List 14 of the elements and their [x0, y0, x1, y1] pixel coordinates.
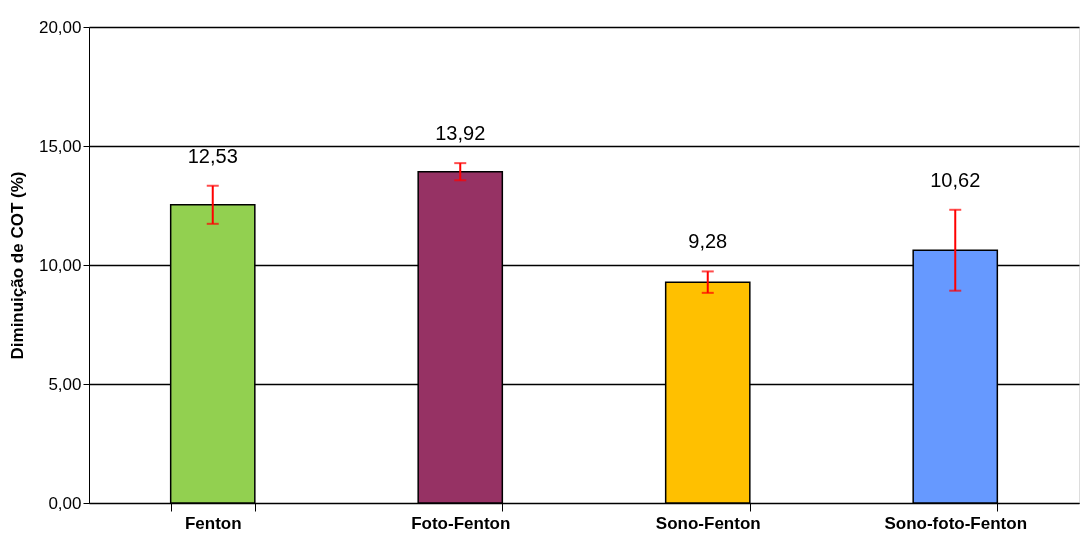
- y-axis-title: Diminuição de COT (%): [7, 171, 27, 360]
- x-tick-label: Sono-Fenton: [655, 513, 761, 533]
- data-label: 10,62: [930, 168, 981, 191]
- x-tick-label: Foto-Fenton: [411, 513, 511, 533]
- y-tick-label: 10,00: [38, 255, 82, 275]
- x-tick-label: Fenton: [184, 513, 242, 533]
- y-tick-label: 5,00: [48, 374, 82, 394]
- y-tick-label: 0,00: [48, 493, 82, 513]
- data-label: 12,53: [187, 144, 238, 167]
- y-tick-label: 15,00: [38, 136, 82, 156]
- data-label: 13,92: [435, 122, 486, 145]
- x-tick-label: Sono-foto-Fenton: [884, 513, 1028, 533]
- data-label: 9,28: [688, 230, 728, 253]
- y-tick-label: 20,00: [38, 17, 82, 37]
